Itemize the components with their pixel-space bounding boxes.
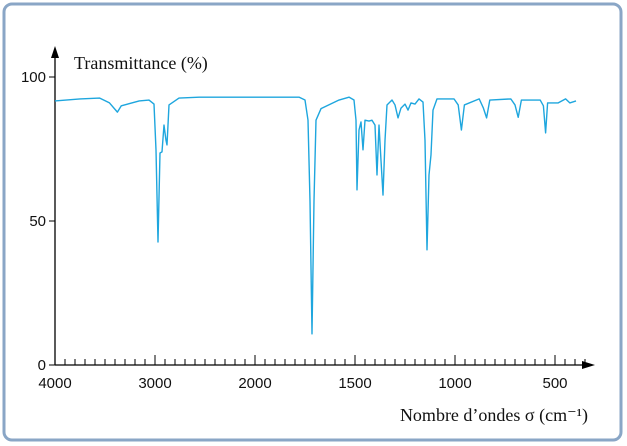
x-axis-title: Nombre d’ondes σ (cm⁻¹) [400,405,588,426]
y-tick-label: 50 [29,213,46,230]
x-tick-label: 3000 [138,375,171,392]
x-tick-label: 1500 [338,375,371,392]
y-axis-arrow [51,46,59,58]
x-tick-label: 2000 [238,375,271,392]
spectrum-line [54,96,577,335]
x-tick-label: 1000 [438,375,471,392]
frame [2,2,623,442]
y-tick-label: 0 [38,357,46,374]
x-tick-label: 4000 [38,375,71,392]
x-tick-label: 500 [542,375,567,392]
y-axis-title: Transmittance (%) [74,53,208,74]
y-tick-label: 100 [21,69,46,86]
